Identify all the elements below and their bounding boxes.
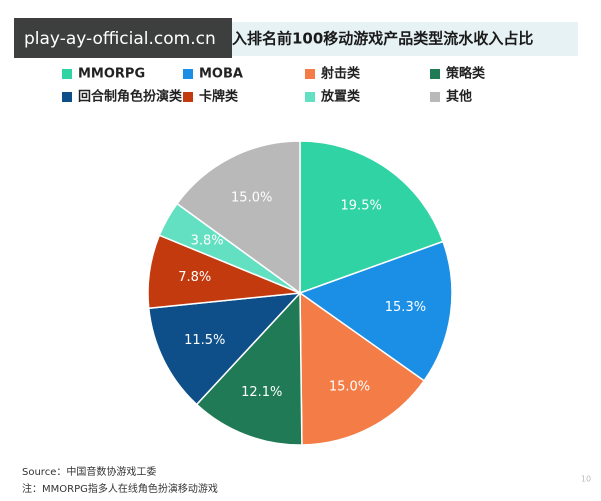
pie: 19.5% 15.3% 15.0% 12.1% 11.5% 7.8% 3.8% 15.0% xyxy=(147,140,453,446)
legend-label: MOBA xyxy=(199,67,243,82)
value-label: 12.1% xyxy=(241,385,282,400)
footnote: 注：MMORPG指多人在线角色扮演移动游戏 xyxy=(22,482,218,495)
value-label: 15.3% xyxy=(385,300,426,315)
source-note: Source：中国音数协游戏工委 xyxy=(22,465,156,478)
chart-title: 入排名前100移动游戏产品类型流水收入占比 xyxy=(232,30,533,48)
watermark-box xyxy=(14,18,232,58)
legend-swatch xyxy=(430,69,440,79)
legend-swatch xyxy=(430,92,440,102)
pie-slice xyxy=(299,140,444,295)
legend-label: 放置类 xyxy=(320,89,361,105)
legend-swatch xyxy=(183,92,193,102)
legend-label: 回合制角色扮演类 xyxy=(78,89,183,105)
legend-label: 策略类 xyxy=(446,66,486,82)
value-label: 15.0% xyxy=(231,191,272,206)
legend-swatch xyxy=(183,69,193,79)
pie-slice xyxy=(147,292,302,406)
watermark: play-ay-official.com.cn xyxy=(24,29,216,49)
legend-label: 其他 xyxy=(446,89,472,105)
value-label: 7.8% xyxy=(178,270,211,285)
value-label: 15.0% xyxy=(329,380,370,395)
legend-swatch xyxy=(305,92,315,102)
pie-slice xyxy=(298,240,453,382)
pie-slice xyxy=(175,140,301,295)
value-label: 19.5% xyxy=(341,198,382,213)
legend-label: 卡牌类 xyxy=(199,89,239,105)
value-label: 3.8% xyxy=(191,234,224,249)
page-number: 10 xyxy=(581,475,591,484)
legend-label: MMORPG xyxy=(78,67,145,82)
legend-swatch xyxy=(62,69,72,79)
pie-slice xyxy=(195,291,303,446)
legend-swatch xyxy=(62,92,72,102)
legend-swatch xyxy=(305,69,315,79)
legend-label: 射击类 xyxy=(320,66,361,82)
pie-slice xyxy=(299,291,426,446)
value-label: 11.5% xyxy=(184,333,225,348)
